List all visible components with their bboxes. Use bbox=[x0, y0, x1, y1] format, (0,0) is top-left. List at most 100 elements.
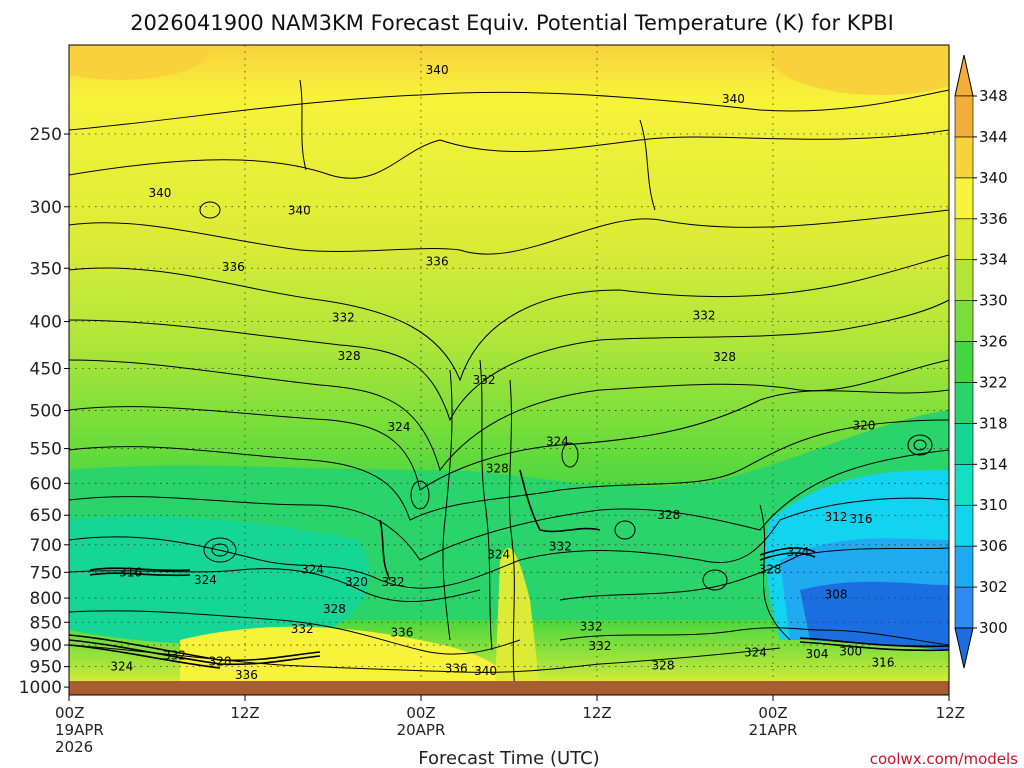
contour-label: 336 bbox=[235, 668, 258, 682]
contour-line bbox=[69, 497, 949, 589]
colorbar-swatch bbox=[954, 259, 974, 301]
y-tick-label: 450 bbox=[30, 360, 62, 380]
cool-airmass-blue bbox=[800, 581, 949, 650]
moist-lowlevel-patch-left bbox=[69, 516, 370, 645]
contour-closed-loop bbox=[561, 442, 579, 468]
contour-label: 332 bbox=[693, 309, 716, 323]
contour-label: 336 bbox=[426, 254, 449, 268]
colorbar-swatch bbox=[954, 423, 974, 465]
contour-label: 340 bbox=[722, 92, 745, 106]
contour-label: 328 bbox=[713, 350, 736, 364]
y-tick-label: 950 bbox=[30, 658, 62, 678]
contour-label: 328 bbox=[759, 563, 782, 577]
contour-line bbox=[69, 129, 949, 179]
contour-label: 300 bbox=[839, 645, 862, 659]
contour-label: 312 bbox=[825, 510, 848, 524]
y-tick-label: 850 bbox=[30, 613, 62, 633]
contour-label: 324 bbox=[194, 573, 217, 587]
y-tick-label: 300 bbox=[30, 198, 62, 218]
x-tick-label: 21APR bbox=[749, 721, 798, 739]
contour-line bbox=[479, 359, 493, 651]
contour-label: 328 bbox=[486, 461, 509, 475]
contour-label: 324 bbox=[301, 563, 324, 577]
contour-label: 328 bbox=[209, 655, 232, 669]
contour-label: 332 bbox=[549, 540, 572, 554]
y-tick-label: 700 bbox=[30, 536, 62, 556]
contour-label: 332 bbox=[588, 639, 611, 653]
contour-lines bbox=[69, 79, 949, 691]
contour-label: 340 bbox=[288, 204, 311, 218]
contour-line bbox=[69, 89, 949, 131]
x-tick-label: 12Z bbox=[582, 704, 611, 722]
y-tick-label: 750 bbox=[30, 563, 62, 583]
contour-label: 328 bbox=[323, 602, 346, 616]
warm-top-left-patch bbox=[69, 45, 210, 80]
chart-title: 2026041900 NAM3KM Forecast Equiv. Potent… bbox=[130, 11, 894, 35]
colorbar-label: 306 bbox=[979, 537, 1008, 555]
x-tick-label: 00Z bbox=[758, 704, 787, 722]
contour-label: 320 bbox=[345, 575, 368, 589]
colorbar-swatch bbox=[954, 586, 974, 629]
contour-label: 324 bbox=[786, 545, 809, 559]
dense-contour bbox=[69, 634, 321, 662]
contour-closed-loop bbox=[199, 201, 221, 219]
colorbar-swatch bbox=[954, 136, 974, 179]
y-tick-label: 500 bbox=[30, 402, 62, 422]
contour-line bbox=[69, 449, 949, 561]
contour-label: 340 bbox=[148, 186, 171, 200]
y-axis: 250 300 350 400 450 500 550 600 650 700 750 800 850 9… bbox=[19, 125, 69, 698]
contour-label: 340 bbox=[426, 63, 449, 77]
y-tick-label: 250 bbox=[30, 125, 62, 145]
contour-label: 332 bbox=[332, 311, 355, 325]
colorbar-label: 300 bbox=[979, 619, 1008, 637]
colorbar-label: 340 bbox=[979, 169, 1008, 187]
contour-line bbox=[69, 419, 949, 521]
colorbar-label: 330 bbox=[979, 292, 1008, 310]
contour-label: 324 bbox=[546, 434, 569, 448]
contour-line bbox=[69, 209, 949, 255]
dense-contour bbox=[69, 639, 321, 666]
contour-label: 328 bbox=[338, 349, 361, 363]
contour-label: 336 bbox=[222, 260, 245, 274]
x-tick-label: 20APR bbox=[397, 721, 446, 739]
contour-line bbox=[759, 504, 791, 641]
contour-line bbox=[508, 379, 516, 691]
contour-closed-loop bbox=[211, 543, 229, 557]
plot-area: 340 340 340 340 340 336 336 336 336 336 332 332 332 3… bbox=[68, 44, 950, 696]
x-tick-label: 12Z bbox=[230, 704, 259, 722]
colorbar-label: 326 bbox=[979, 333, 1008, 351]
contour-line bbox=[442, 369, 453, 641]
contour-label: 316 bbox=[872, 655, 895, 669]
colorbar-swatch bbox=[954, 218, 974, 260]
contour-closed-loop bbox=[702, 569, 728, 591]
x-tick-label: 19APR bbox=[55, 721, 104, 739]
contour-label: 316 bbox=[850, 512, 873, 526]
contour-label: 336 bbox=[445, 662, 468, 676]
contour-label: 320 bbox=[852, 418, 875, 432]
colorbar-label: 318 bbox=[979, 414, 1008, 432]
y-tick-label: 800 bbox=[30, 589, 62, 609]
dense-contour bbox=[89, 572, 191, 577]
dense-contour bbox=[799, 641, 949, 652]
colorbar-swatch bbox=[954, 177, 974, 220]
x-axis-label: Forecast Time (UTC) bbox=[418, 748, 599, 768]
contour-line bbox=[69, 254, 949, 382]
warm-lowlevel-yellow bbox=[180, 626, 520, 690]
contour-line bbox=[299, 79, 307, 171]
contour-label: 328 bbox=[652, 658, 675, 672]
y-tick-label: 550 bbox=[30, 440, 62, 460]
contour-line bbox=[639, 119, 656, 211]
contour-line bbox=[559, 547, 949, 601]
contour-line bbox=[69, 359, 949, 472]
y-tick-label: 400 bbox=[30, 313, 62, 333]
plot-frame bbox=[68, 44, 950, 696]
y-tick-label: 900 bbox=[30, 636, 62, 656]
colorbar-label: 302 bbox=[979, 578, 1008, 596]
dense-contour bbox=[759, 547, 816, 556]
x-tick-label: 12Z bbox=[936, 704, 965, 722]
colorbar-label: 334 bbox=[979, 251, 1008, 269]
contour-label: 336 bbox=[390, 625, 413, 639]
contour-label: 324 bbox=[110, 660, 133, 674]
contour-label: 340 bbox=[474, 664, 497, 678]
